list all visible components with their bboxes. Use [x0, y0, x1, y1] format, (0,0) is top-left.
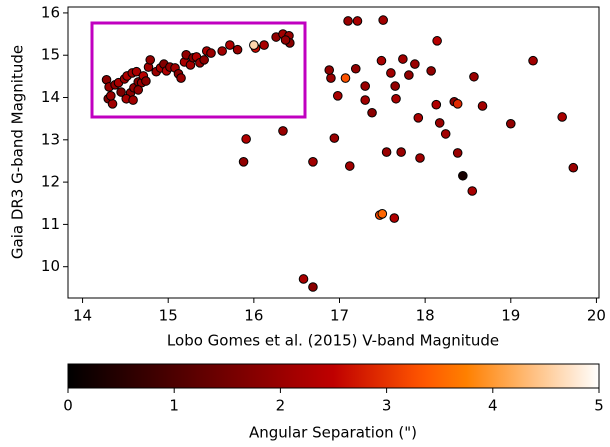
point	[410, 59, 420, 69]
point	[308, 282, 318, 292]
point	[415, 153, 425, 163]
highlight-box	[90, 21, 307, 119]
y-tick-label: 11	[41, 215, 60, 233]
x-tick-label: 18	[416, 307, 435, 325]
colorbar-tick-label: 0	[63, 397, 73, 415]
point	[568, 162, 579, 173]
point	[381, 147, 392, 157]
colorbar	[67, 363, 600, 389]
point	[241, 134, 251, 144]
point	[217, 46, 227, 56]
x-tick-label: 20	[587, 307, 606, 325]
point	[360, 81, 370, 91]
point	[350, 63, 361, 74]
point	[106, 91, 116, 101]
point	[278, 126, 288, 136]
point	[434, 118, 445, 128]
point	[340, 73, 351, 83]
point	[133, 85, 144, 95]
point	[206, 48, 216, 58]
y-axis-label: Gaia DR3 G-band Magnitude	[9, 45, 27, 259]
point	[298, 274, 309, 284]
point	[225, 40, 235, 50]
point	[344, 161, 355, 171]
x-axis-label: Lobo Gomes et al. (2015) V-band Magnitud…	[167, 332, 499, 350]
point	[232, 44, 243, 55]
point	[176, 73, 186, 83]
point	[477, 101, 488, 111]
point	[141, 76, 151, 86]
y-tick-label: 12	[41, 173, 60, 191]
point	[324, 65, 335, 75]
point	[426, 66, 436, 76]
x-tick-label: 15	[159, 307, 178, 325]
point	[440, 129, 451, 139]
point	[458, 170, 468, 181]
point	[431, 99, 442, 110]
x-tick-label: 14	[73, 307, 92, 325]
colorbar-label: Angular Separation (")	[249, 424, 417, 442]
point	[469, 71, 479, 82]
point	[249, 40, 259, 50]
point	[280, 35, 291, 45]
point	[404, 70, 414, 80]
point	[128, 95, 138, 105]
point	[326, 73, 336, 83]
point	[391, 93, 401, 104]
y-tick-label: 15	[41, 46, 60, 64]
y-tick-label: 16	[41, 3, 60, 21]
point	[145, 55, 156, 65]
point	[352, 16, 363, 26]
point	[389, 213, 400, 223]
point	[367, 107, 377, 118]
y-tick-label: 13	[41, 130, 60, 148]
point	[377, 209, 388, 219]
x-tick-label: 16	[244, 307, 263, 325]
point	[386, 68, 396, 78]
point	[259, 40, 269, 50]
point	[116, 87, 126, 97]
point	[131, 66, 142, 77]
point	[107, 99, 118, 109]
point	[343, 16, 353, 26]
y-tick-label: 10	[41, 257, 60, 275]
point	[378, 15, 388, 25]
y-tick-label: 14	[41, 88, 60, 106]
point	[329, 133, 340, 143]
point	[199, 55, 209, 65]
point	[467, 186, 478, 196]
colorbar-tick-label: 1	[169, 397, 179, 415]
x-tick-label: 17	[330, 307, 349, 325]
point	[396, 147, 406, 157]
point	[390, 81, 400, 91]
point	[452, 148, 463, 158]
point	[505, 118, 516, 129]
point	[452, 99, 463, 109]
point	[398, 54, 408, 64]
point	[528, 55, 538, 66]
point	[432, 36, 442, 46]
point	[332, 91, 343, 101]
point	[360, 95, 370, 105]
x-tick-label: 19	[501, 307, 520, 325]
colorbar-tick-label: 5	[594, 397, 604, 415]
point	[238, 157, 249, 167]
point	[376, 55, 387, 66]
point	[308, 157, 318, 167]
point	[413, 113, 424, 123]
plot-frame	[67, 6, 600, 299]
colorbar-tick-label: 3	[382, 397, 392, 415]
point	[557, 112, 567, 122]
colorbar-tick-label: 4	[488, 397, 498, 415]
colorbar-tick-label: 2	[276, 397, 286, 415]
